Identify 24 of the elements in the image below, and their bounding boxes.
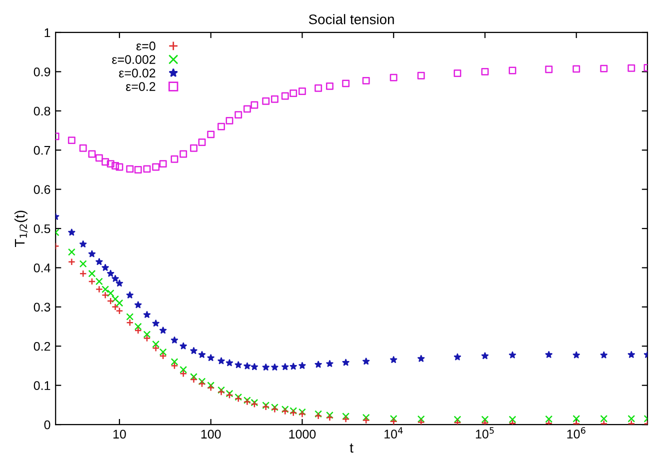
y-tick-label: 1 xyxy=(44,28,50,38)
x-axis-title: t xyxy=(350,444,354,453)
x-tick-label: 100 xyxy=(201,430,221,439)
y-tick-label: 0.6 xyxy=(34,185,50,194)
x-tick-label: 10$^{5}$ xyxy=(476,427,494,439)
x-tick-label: 1000 xyxy=(289,430,316,439)
y-tick-label: 0.1 xyxy=(34,381,50,390)
legend-label: ε=0 xyxy=(136,42,156,50)
y-tick-label: 0.4 xyxy=(34,264,50,272)
legend-label: ε=0.2 xyxy=(126,82,156,91)
y-axis-title: T$_{1/2}$(t) xyxy=(14,210,28,247)
y-tick-label: 0 xyxy=(44,420,50,430)
legend-label: ε=0.002 xyxy=(112,55,156,64)
x-tick-label: 10$^{4}$ xyxy=(384,427,403,439)
y-tick-label: 0.9 xyxy=(34,67,50,76)
legend-label: ε=0.02 xyxy=(119,68,156,78)
x-tick-label: 10 xyxy=(113,430,126,439)
chart-title: Social tension xyxy=(308,14,394,24)
y-tick-label: 0.3 xyxy=(34,302,50,312)
y-tick-label: 0.7 xyxy=(34,146,50,155)
y-tick-label: 0.8 xyxy=(34,106,50,116)
y-tick-label: 0.2 xyxy=(34,342,50,351)
y-tick-label: 0.5 xyxy=(34,224,50,234)
x-tick-label: 10$^{6}$ xyxy=(567,427,586,439)
